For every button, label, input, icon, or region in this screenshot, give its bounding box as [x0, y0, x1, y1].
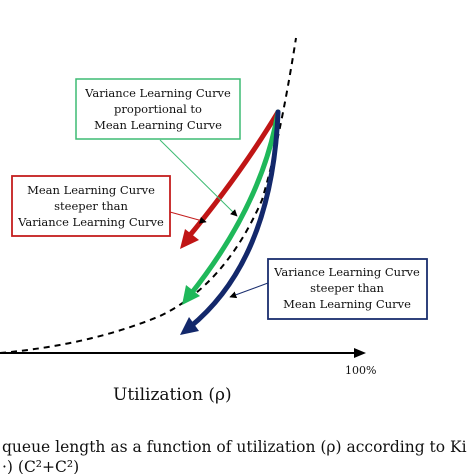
mean-steeper-box-line-1: Mean Learning Curve [27, 183, 155, 197]
caption-line-1: queue length as a function of utilizatio… [2, 438, 467, 456]
caption-line-2: ·) (C²+C²) [2, 458, 79, 474]
mean-steeper-box-line-2: steeper than [54, 199, 128, 213]
variance-steeper-box-line-3: Mean Learning Curve [283, 297, 411, 311]
variance-steeper-callout-line [229, 282, 269, 299]
red-learning-curve [183, 109, 281, 243]
proportional-box-line-1: Variance Learning Curve [84, 86, 231, 100]
proportional-box-line-2: proportional to [114, 102, 202, 116]
axis-end-label: 100% [345, 364, 376, 377]
red-learning-curve-arrowhead [180, 229, 199, 249]
variance-steeper-box-line-2: steeper than [310, 281, 384, 295]
proportional-box-line-3: Mean Learning Curve [94, 118, 222, 132]
blue-learning-curve-arrowhead [180, 317, 199, 335]
variance-steeper-box-line-1: Variance Learning Curve [273, 265, 420, 279]
mean-steeper-callout-line [169, 211, 207, 224]
green-learning-curve [187, 109, 281, 298]
mean-steeper-box-line-3: Variance Learning Curve [17, 215, 164, 229]
proportional-callout-line [159, 139, 238, 217]
mean-steeper-box: Mean Learning Curve steeper than Varianc… [11, 175, 171, 237]
proportional-box: Variance Learning Curve proportional to … [75, 78, 241, 140]
x-axis-label: Utilization (ρ) [113, 385, 232, 405]
blue-learning-curve [187, 109, 281, 330]
variance-steeper-box: Variance Learning Curve steeper than Mea… [267, 258, 428, 320]
x-axis-arrowhead [354, 348, 366, 358]
green-learning-curve-arrowhead [182, 285, 200, 305]
